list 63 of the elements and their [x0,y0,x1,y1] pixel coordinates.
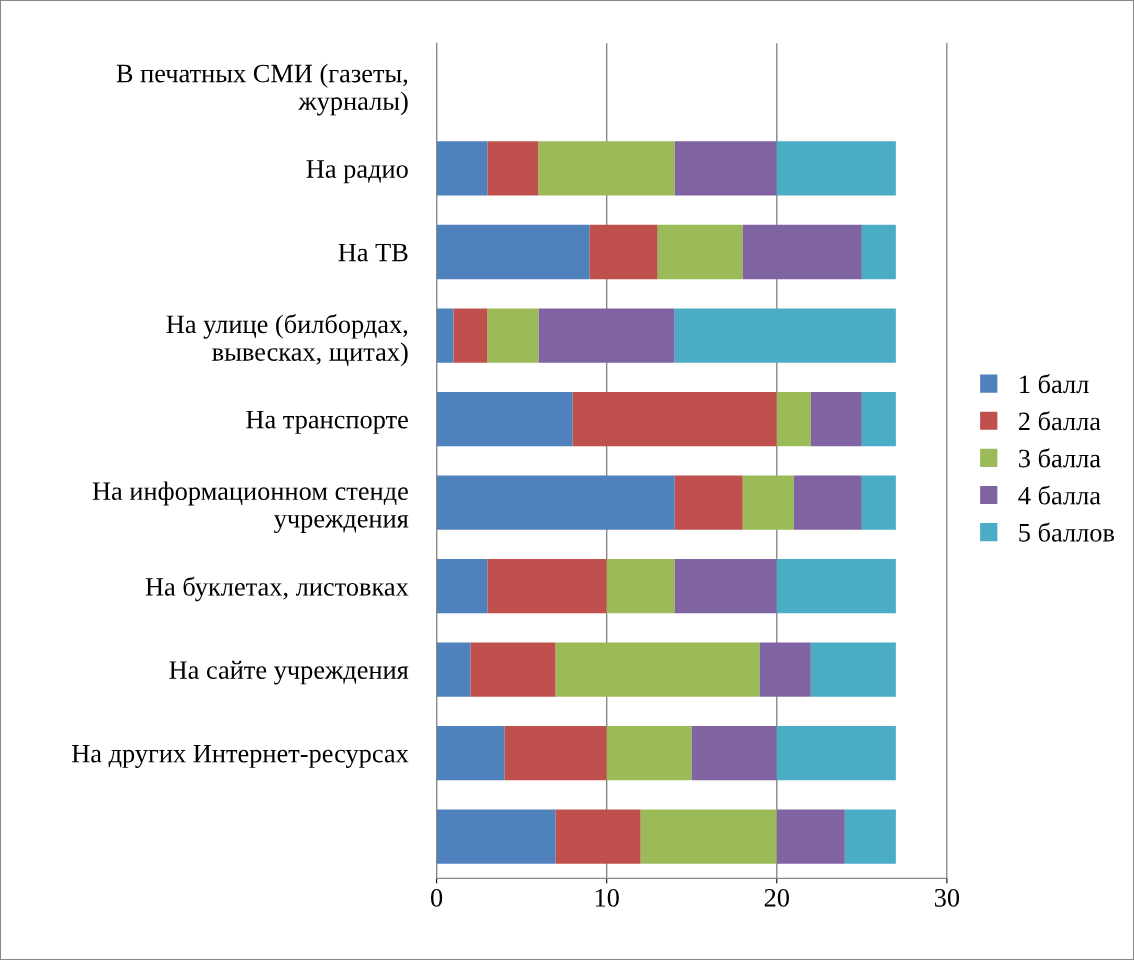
bar [504,725,607,781]
bar [810,642,896,697]
bar [691,725,777,781]
y-tick-label: На транспорте [246,410,408,434]
bar [742,475,794,530]
bar [861,475,896,530]
legend-label: 5 баллов [1019,522,1115,542]
bar [742,224,862,280]
x-tick-label: 0 [431,888,443,907]
bar [436,809,556,864]
bar [793,475,862,530]
bar [606,558,675,614]
bar [436,558,488,614]
bar [453,308,488,363]
bar [436,308,454,363]
y-tick-label: В печатных СМИ (газеты, журналы) [116,63,408,116]
bar [555,642,760,697]
bar [776,391,811,447]
bar [776,141,896,196]
bar [674,475,743,530]
bar [674,308,896,363]
bar [538,141,675,196]
bar [759,642,811,697]
bar [657,224,743,280]
bar [674,141,777,196]
x-tick-label: 10 [595,888,619,907]
y-tick-label: На буклетах, листовках [145,576,409,602]
bar [436,391,573,447]
legend-label: 2 балла [1018,411,1101,431]
bar [555,809,641,864]
bar [776,558,896,614]
x-tick-label: 30 [934,888,960,907]
x-tick-label: 20 [764,888,789,907]
bar [470,642,556,697]
bar [487,141,539,196]
bar [436,224,590,280]
y-tick-label: На информационном стенде учреждения [92,481,409,534]
y-tick-label: На радио [306,160,408,184]
bar [487,558,607,614]
bar [810,391,862,447]
bar [436,141,488,196]
y-tick-label: На ТВ [338,243,408,262]
bar [436,475,675,530]
bar [538,308,675,363]
bar [436,642,471,697]
legend-label: 4 балла [1018,485,1101,505]
bar [640,809,777,864]
legend-label: 3 балла [1019,448,1101,468]
bar [436,725,505,781]
bar [861,391,896,447]
y-tick-label: На улице (билбордах, вывесках, щитах) [166,314,408,367]
y-tick-label: На сайте учреждения [169,660,409,685]
bar [487,308,539,363]
bar [572,391,777,447]
y-tick-label: На других Интернет-ресурсах [71,744,409,768]
bar [674,558,777,614]
bar [606,725,692,781]
legend-label: 1 балл [1020,374,1089,394]
bar [776,809,845,864]
bar [776,725,896,781]
bar [861,224,896,280]
bar [589,224,658,280]
bar [844,809,896,864]
